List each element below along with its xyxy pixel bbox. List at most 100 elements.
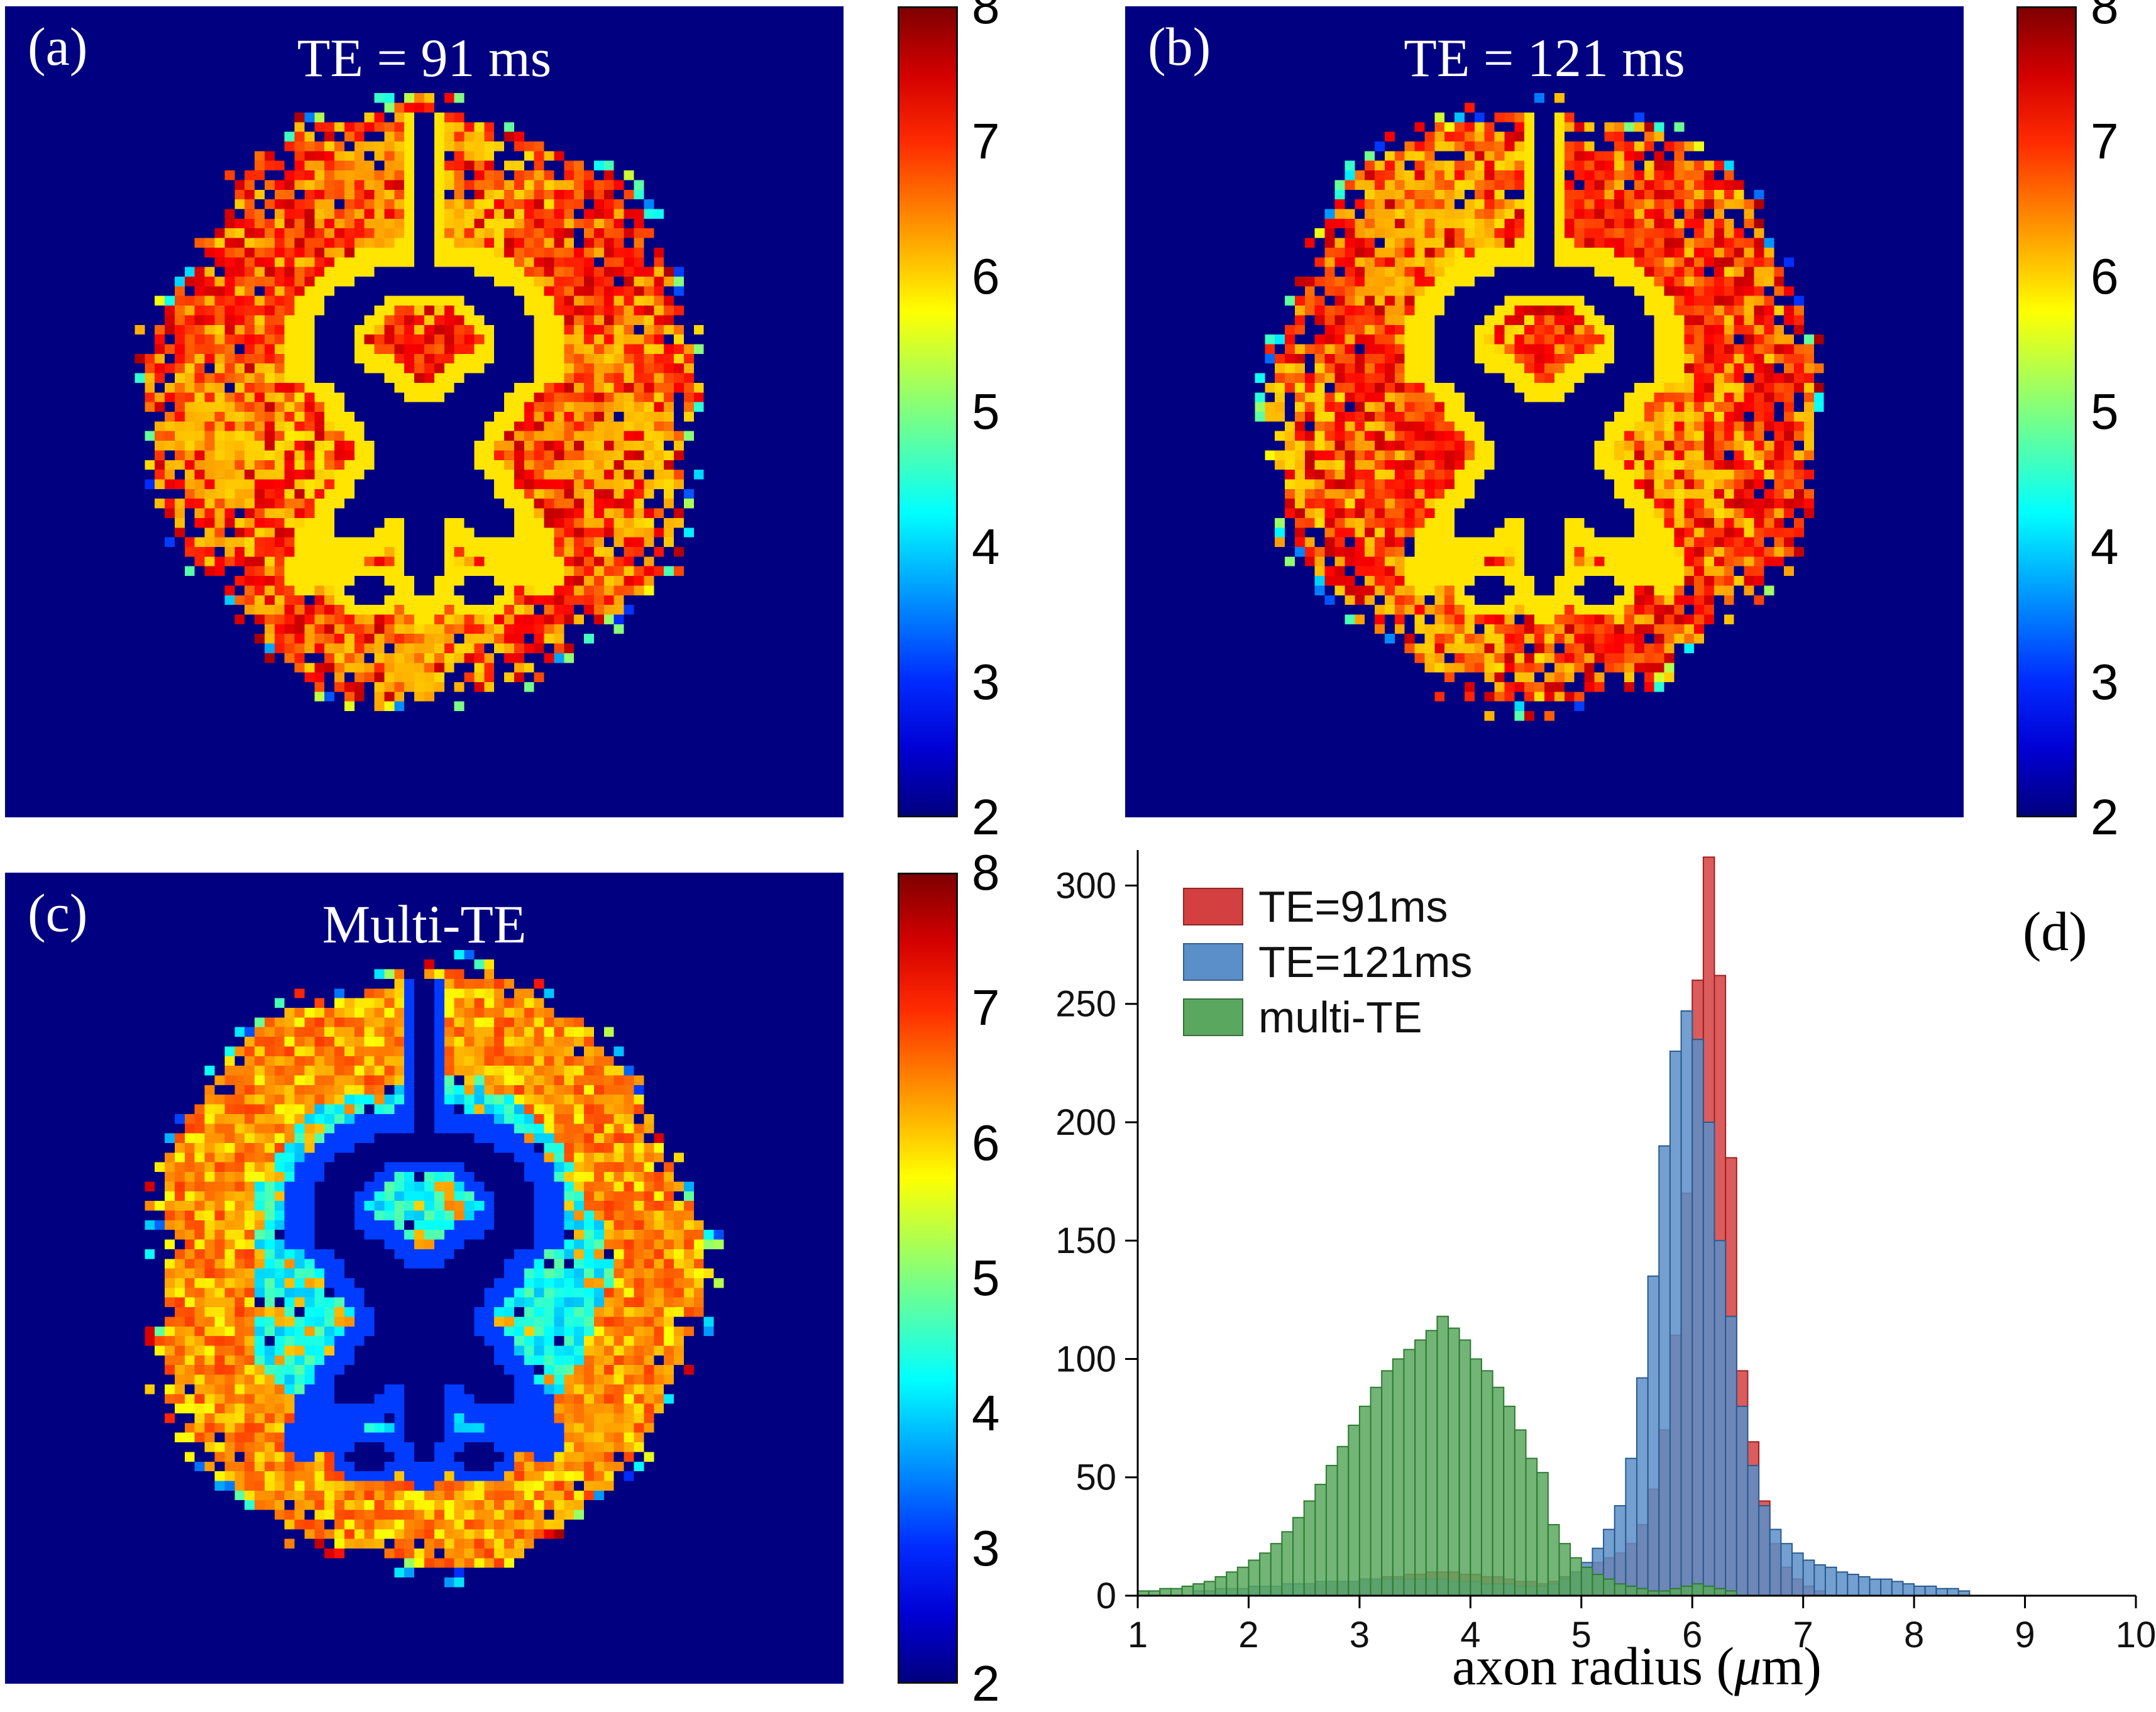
colorbar-tick-label: 5 xyxy=(2091,384,2119,439)
legend-row: multi-TE xyxy=(1183,990,1472,1045)
legend-row: TE=121ms xyxy=(1183,934,1472,990)
y-tick-label: 0 xyxy=(1096,1576,1116,1616)
hist-bar xyxy=(1348,1424,1360,1597)
panel-c-letter: (c) xyxy=(28,883,88,943)
x-tick-label: 5 xyxy=(1571,1615,1592,1655)
hist-bar xyxy=(1902,1583,1915,1596)
legend-label: multi-TE xyxy=(1258,993,1422,1042)
hist-bar xyxy=(1392,1358,1405,1596)
hist-bar xyxy=(1436,1315,1449,1597)
hist-bar xyxy=(1680,1010,1693,1596)
hist-bar xyxy=(1492,1386,1505,1597)
hist-bar xyxy=(1458,1339,1471,1596)
hist-bar xyxy=(1691,1583,1704,1596)
hist-bar xyxy=(1292,1516,1305,1597)
hist-bar xyxy=(1214,1576,1228,1597)
hist-bar xyxy=(1325,1464,1338,1597)
legend-label: TE=121ms xyxy=(1258,937,1473,986)
hist-bar xyxy=(1802,1559,1815,1597)
hist-bar xyxy=(1669,1588,1682,1597)
panel-a: (a) TE = 91 ms xyxy=(5,6,844,817)
colorbar-a xyxy=(898,6,958,817)
hist-bar xyxy=(1680,1585,1693,1597)
colorbar-tick-label: 4 xyxy=(972,519,1000,575)
hist-bar xyxy=(1159,1588,1172,1597)
colorbar-tick-label: 2 xyxy=(972,789,1000,845)
y-tick-label: 300 xyxy=(1055,865,1116,906)
hist-bar xyxy=(1370,1386,1383,1597)
hist-bar xyxy=(1824,1566,1837,1597)
hist-bar xyxy=(1558,1543,1571,1596)
hist-bar xyxy=(1592,1574,1605,1596)
hist-bar xyxy=(1480,1370,1493,1596)
hist-bar xyxy=(1226,1571,1238,1596)
hist-bar xyxy=(1170,1588,1183,1597)
colorbar-tick-label: 8 xyxy=(972,844,1000,900)
brain-map-multite xyxy=(5,873,844,1684)
x-tick-label: 8 xyxy=(1904,1615,1924,1655)
hist-bar xyxy=(1303,1500,1316,1596)
colorbar-b-ticks: 8 7 6 5 4 3 2 xyxy=(2091,0,2156,845)
hist-bar xyxy=(1735,1405,1749,1597)
x-tick-label: 6 xyxy=(1682,1615,1702,1655)
hist-bar xyxy=(1725,1315,1737,1597)
hist-bar xyxy=(1813,1564,1826,1596)
y-tick-label: 100 xyxy=(1055,1339,1116,1379)
x-tick-label: 1 xyxy=(1128,1615,1148,1655)
colorbar-c xyxy=(898,873,958,1684)
x-tick-label: 10 xyxy=(2116,1615,2156,1655)
hist-bar xyxy=(1713,1588,1727,1597)
x-tick-label: 4 xyxy=(1460,1615,1480,1655)
panel-a-letter: (a) xyxy=(28,16,88,77)
colorbar-tick-label: 5 xyxy=(972,1250,1000,1306)
hist-bar xyxy=(1603,1578,1615,1597)
colorbar-tick-label: 5 xyxy=(972,384,1000,439)
x-tick-label: 2 xyxy=(1238,1615,1258,1655)
hist-bar xyxy=(1448,1327,1460,1597)
y-tick-label: 50 xyxy=(1075,1457,1116,1498)
colorbar-tick-label: 3 xyxy=(972,654,1000,710)
hist-bar xyxy=(1259,1552,1272,1596)
hist-bar xyxy=(1791,1552,1804,1596)
y-tick-label: 250 xyxy=(1055,984,1116,1025)
hist-bar xyxy=(1847,1574,1859,1596)
brain-map-te121 xyxy=(1125,6,1964,817)
hist-bar xyxy=(1869,1578,1882,1597)
hist-bar xyxy=(1636,1588,1649,1597)
hist-bar xyxy=(1570,1557,1582,1597)
hist-bar xyxy=(1536,1472,1549,1596)
colorbar-tick-label: 3 xyxy=(972,1520,1000,1576)
legend-label: TE=91ms xyxy=(1258,882,1448,931)
hist-bar xyxy=(1614,1583,1627,1596)
colorbar-tick-label: 2 xyxy=(2091,789,2119,845)
legend-row: TE=91ms xyxy=(1183,879,1472,934)
panel-b-letter: (b) xyxy=(1148,16,1211,77)
hist-bar xyxy=(1270,1543,1283,1596)
legend-swatch xyxy=(1183,998,1243,1036)
hist-bar xyxy=(1314,1484,1327,1596)
histogram-legend: TE=91ms TE=121ms multi-TE xyxy=(1183,879,1472,1045)
hist-bar xyxy=(1647,1275,1660,1596)
hist-bar xyxy=(1857,1576,1871,1597)
colorbar-tick-label: 6 xyxy=(2091,248,2119,304)
hist-bar xyxy=(1702,1121,1715,1596)
hist-bar xyxy=(1236,1566,1250,1597)
x-tick-label: 9 xyxy=(2015,1615,2035,1655)
hist-bar xyxy=(1625,1585,1637,1597)
hist-bar xyxy=(1625,1457,1637,1597)
colorbar-tick-label: 8 xyxy=(972,0,1000,34)
hist-bar xyxy=(1947,1588,1959,1597)
panel-a-title: TE = 91 ms xyxy=(297,28,552,88)
hist-bar xyxy=(1747,1464,1760,1597)
hist-bar xyxy=(1758,1505,1771,1597)
hist-bar xyxy=(1414,1339,1427,1596)
colorbar-tick-label: 4 xyxy=(2091,519,2119,575)
hist-bar xyxy=(1580,1566,1593,1597)
hist-bar xyxy=(1713,1240,1727,1596)
colorbar-b xyxy=(2016,6,2077,817)
hist-bar xyxy=(1702,1585,1715,1597)
hist-bar xyxy=(1924,1585,1937,1597)
y-tick-label: 150 xyxy=(1055,1220,1116,1261)
hist-bar xyxy=(1658,1145,1671,1596)
hist-bar xyxy=(1935,1588,1949,1597)
